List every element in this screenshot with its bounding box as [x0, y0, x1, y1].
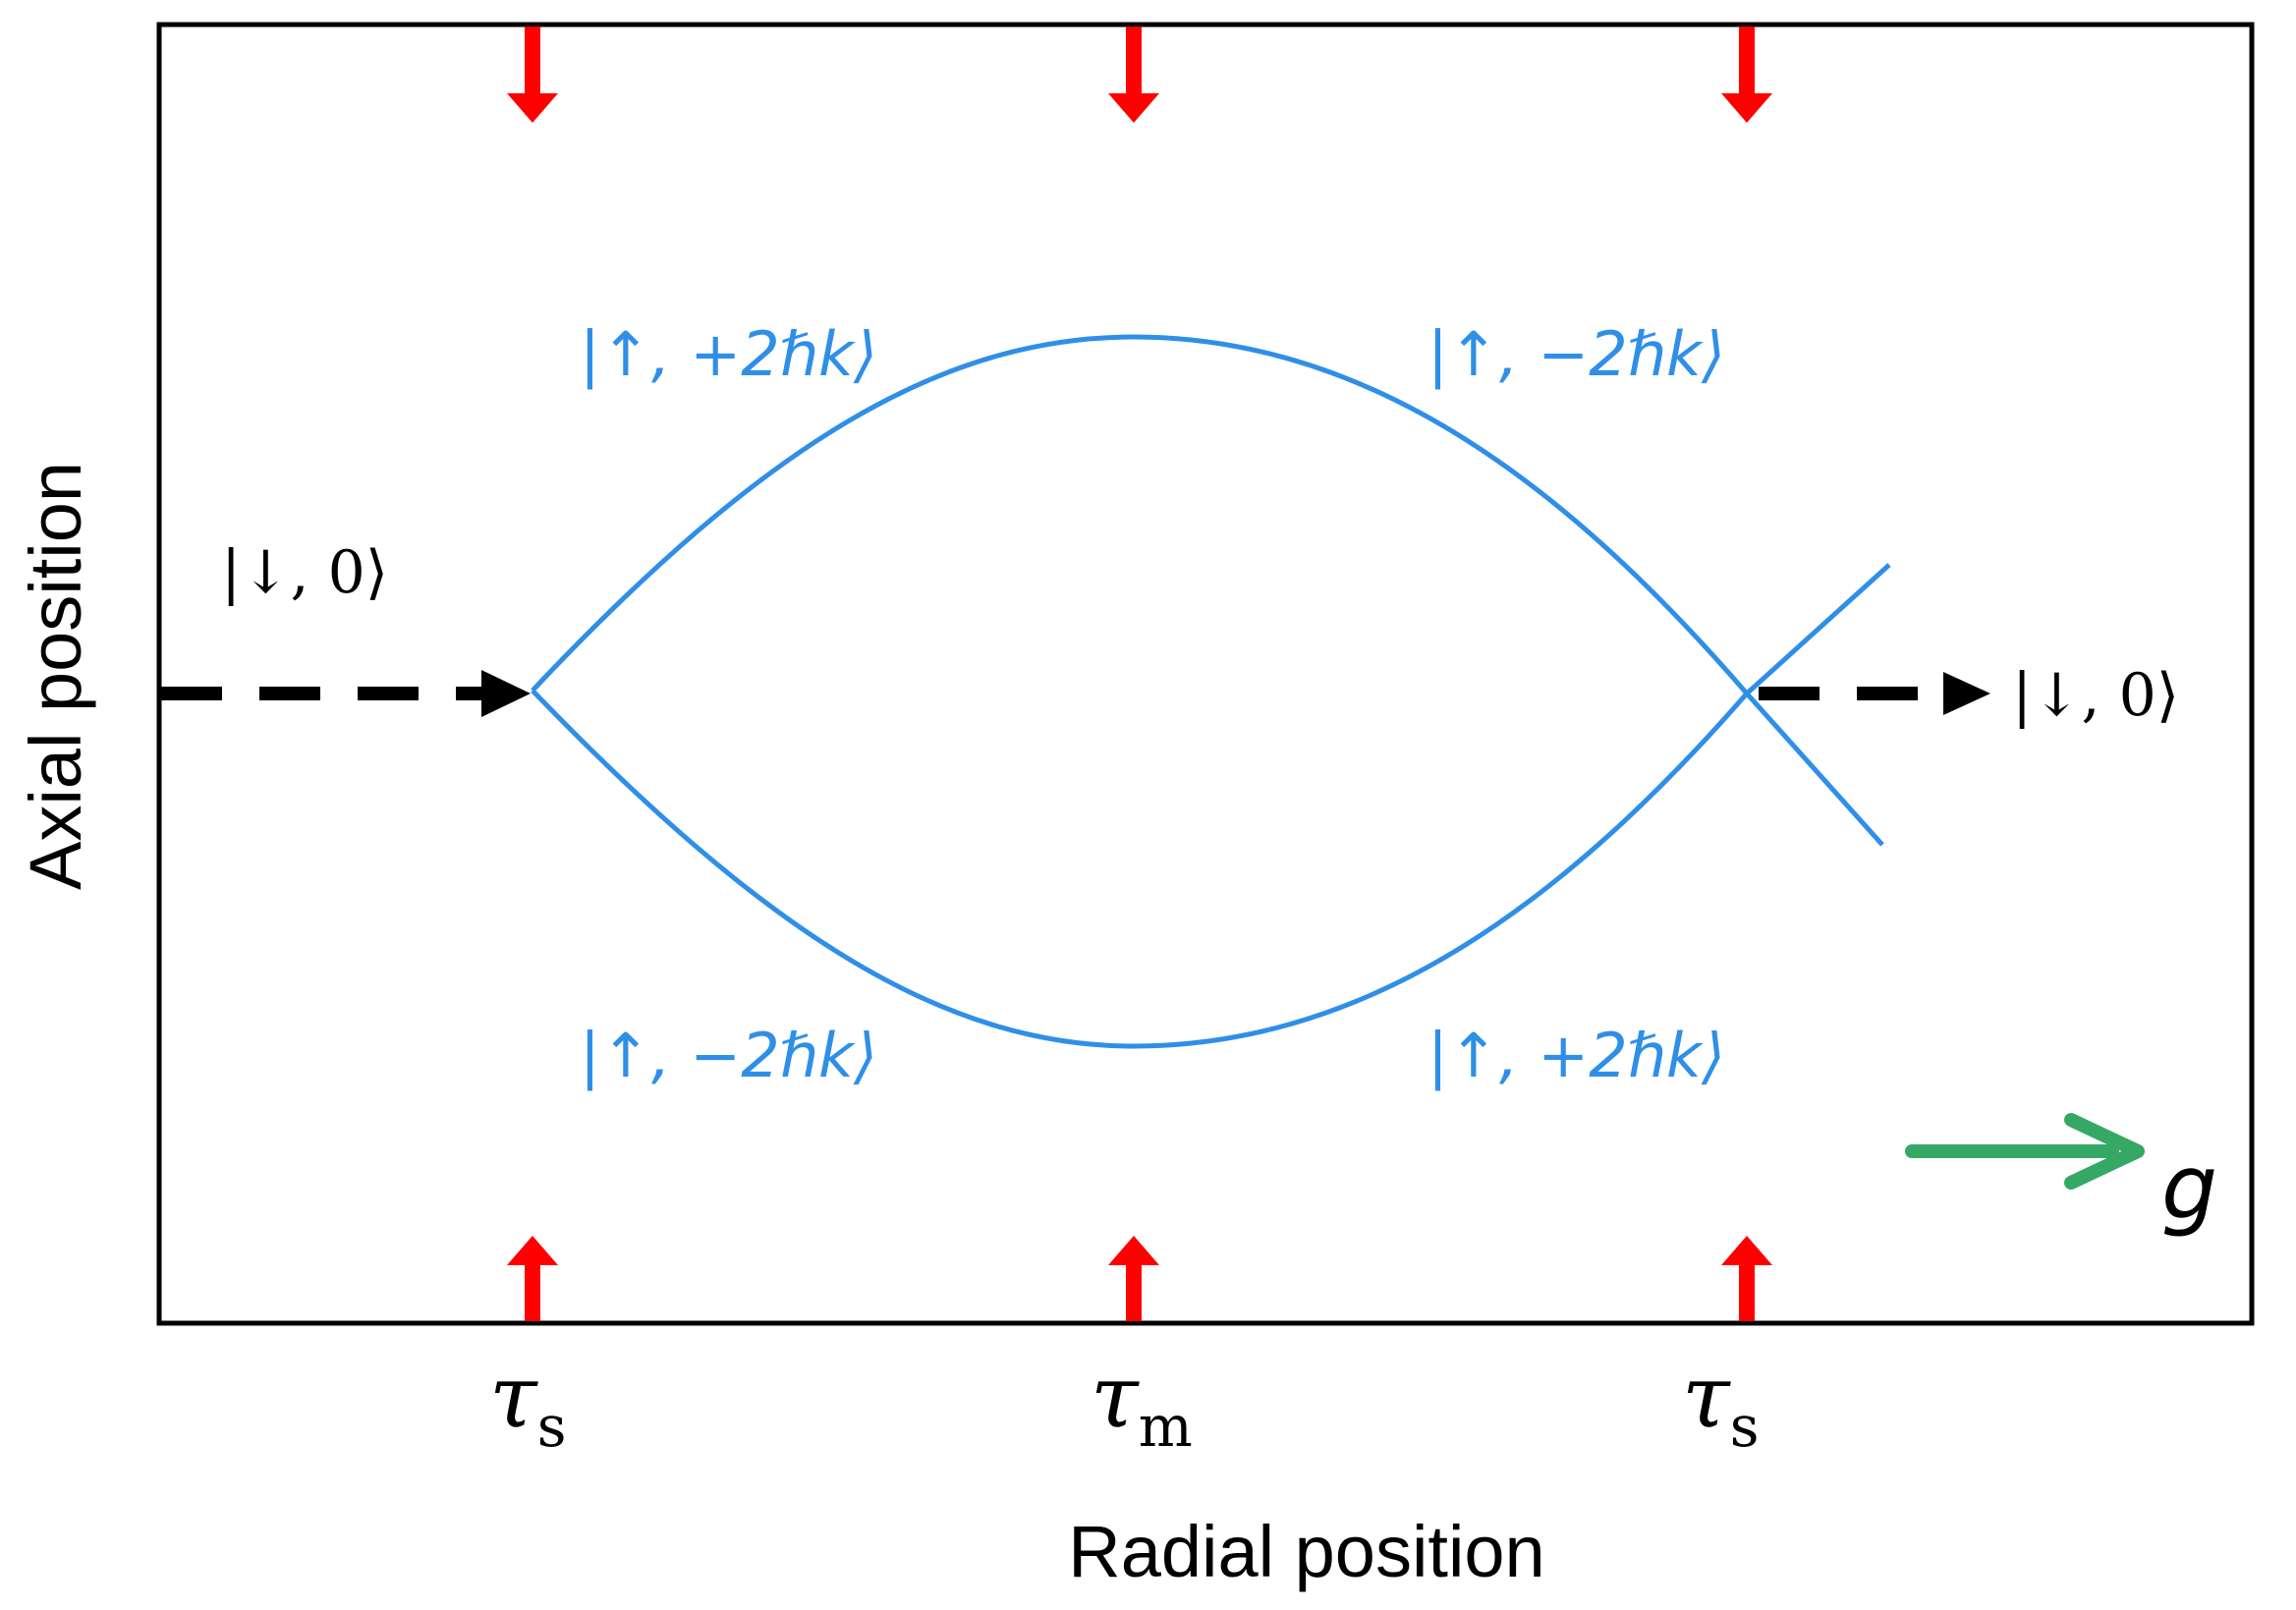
laser-pulse-arrows-top [507, 27, 1772, 123]
state-output: |↓, 0⟩ [2012, 661, 2179, 730]
pulse-arrow-top-1 [507, 27, 558, 123]
pulse-arrow-top-2 [1108, 27, 1159, 123]
gravity-label: g [2161, 1137, 2217, 1240]
pulse-arrow-bottom-1 [507, 1236, 558, 1321]
x-axis-label: Radial position [1068, 1511, 1544, 1592]
tick-label-3: τs [1682, 1346, 1759, 1460]
upper-path [531, 334, 1891, 697]
state-upper-right: |↑, −2ℏk⟩ [1428, 318, 1725, 391]
output-dashed-arrow [1759, 672, 1990, 715]
pulse-arrow-bottom-2 [1108, 1236, 1159, 1321]
state-input: |↓, 0⟩ [221, 538, 388, 607]
state-upper-left: |↑, +2ℏk⟩ [580, 318, 877, 391]
tick-label-1: τs [489, 1346, 566, 1460]
tick-label-2: τm [1091, 1346, 1193, 1460]
state-lower-right: |↑, +2ℏk⟩ [1428, 1020, 1725, 1092]
y-axis-label: Axial position [15, 462, 96, 890]
laser-pulse-arrows-bottom [507, 1236, 1772, 1321]
input-dashed-arrow [161, 670, 531, 717]
plot-frame [156, 22, 2255, 1326]
pulse-arrow-bottom-3 [1721, 1236, 1772, 1321]
pulse-arrow-top-3 [1721, 27, 1772, 123]
gravity-arrow [1905, 1113, 2145, 1190]
lower-path [531, 689, 1884, 1049]
state-lower-left: |↑, −2ℏk⟩ [580, 1020, 877, 1092]
